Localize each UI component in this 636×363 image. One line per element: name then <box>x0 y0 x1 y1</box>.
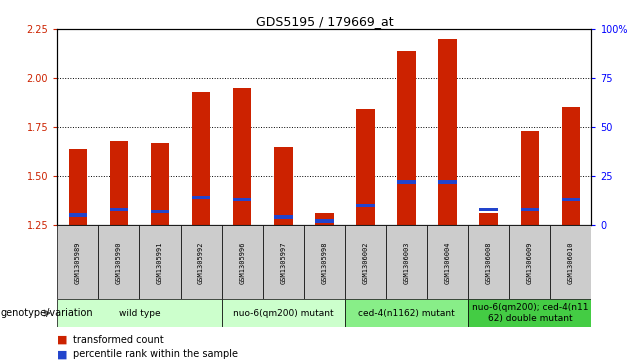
Bar <box>274 147 293 225</box>
Text: ■: ■ <box>57 335 68 345</box>
Bar <box>274 216 293 219</box>
Text: GSM1306002: GSM1306002 <box>363 241 368 284</box>
FancyBboxPatch shape <box>345 225 386 299</box>
Bar <box>151 209 169 213</box>
Bar <box>356 204 375 207</box>
Bar <box>480 208 498 211</box>
Bar <box>562 107 580 225</box>
FancyBboxPatch shape <box>304 225 345 299</box>
Text: GSM1306010: GSM1306010 <box>568 241 574 284</box>
Text: GSM1305996: GSM1305996 <box>239 241 245 284</box>
Bar <box>221 299 345 327</box>
Text: ■: ■ <box>57 349 68 359</box>
Text: GSM1305991: GSM1305991 <box>157 241 163 284</box>
Text: wild type: wild type <box>119 309 160 318</box>
Bar <box>438 180 457 184</box>
Bar <box>315 213 334 225</box>
FancyBboxPatch shape <box>468 225 509 299</box>
Bar <box>57 299 221 327</box>
Bar <box>69 213 87 217</box>
Bar <box>356 109 375 225</box>
Bar <box>521 131 539 225</box>
Title: GDS5195 / 179669_at: GDS5195 / 179669_at <box>256 15 393 28</box>
Bar <box>192 92 211 225</box>
FancyBboxPatch shape <box>221 225 263 299</box>
Text: ced-4(n1162) mutant: ced-4(n1162) mutant <box>358 309 455 318</box>
Bar <box>315 219 334 223</box>
Text: nuo-6(qm200); ced-4(n11
62) double mutant: nuo-6(qm200); ced-4(n11 62) double mutan… <box>471 303 588 323</box>
Bar <box>562 198 580 201</box>
Text: genotype/variation: genotype/variation <box>1 308 93 318</box>
Text: GSM1306008: GSM1306008 <box>486 241 492 284</box>
FancyBboxPatch shape <box>550 225 591 299</box>
Bar <box>480 213 498 225</box>
Text: transformed count: transformed count <box>73 335 164 345</box>
FancyBboxPatch shape <box>181 225 221 299</box>
Bar <box>468 299 591 327</box>
FancyBboxPatch shape <box>139 225 181 299</box>
FancyBboxPatch shape <box>57 225 99 299</box>
FancyBboxPatch shape <box>263 225 304 299</box>
Text: GSM1306004: GSM1306004 <box>445 241 451 284</box>
Bar <box>109 208 128 211</box>
Bar <box>398 50 416 225</box>
Bar <box>521 208 539 211</box>
Text: GSM1305990: GSM1305990 <box>116 241 122 284</box>
Text: GSM1305989: GSM1305989 <box>75 241 81 284</box>
Bar <box>109 141 128 225</box>
FancyBboxPatch shape <box>509 225 550 299</box>
FancyBboxPatch shape <box>427 225 468 299</box>
Bar <box>151 143 169 225</box>
Text: GSM1305997: GSM1305997 <box>280 241 286 284</box>
Bar <box>233 198 251 201</box>
FancyBboxPatch shape <box>386 225 427 299</box>
Text: GSM1305998: GSM1305998 <box>321 241 328 284</box>
Text: GSM1305992: GSM1305992 <box>198 241 204 284</box>
Text: GSM1306009: GSM1306009 <box>527 241 533 284</box>
Text: GSM1306003: GSM1306003 <box>404 241 410 284</box>
Bar <box>438 39 457 225</box>
Bar <box>345 299 468 327</box>
FancyBboxPatch shape <box>99 225 139 299</box>
Text: percentile rank within the sample: percentile rank within the sample <box>73 349 238 359</box>
Bar <box>398 180 416 184</box>
Bar <box>192 196 211 199</box>
Bar <box>233 88 251 225</box>
Bar <box>69 148 87 225</box>
Text: nuo-6(qm200) mutant: nuo-6(qm200) mutant <box>233 309 333 318</box>
